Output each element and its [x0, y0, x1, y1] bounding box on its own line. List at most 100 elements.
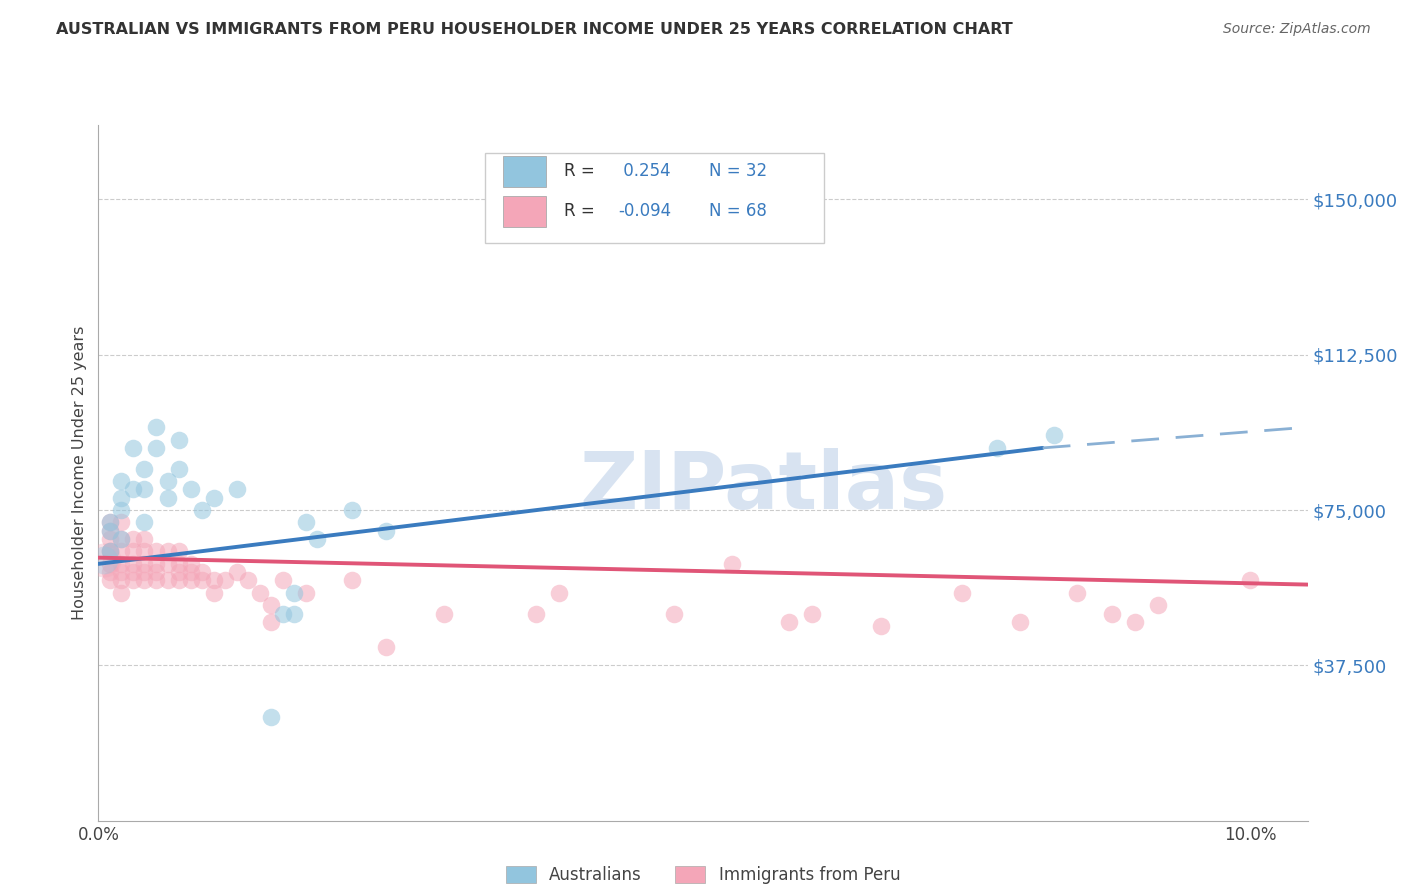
Point — [122, 565, 145, 579]
Point — [202, 491, 225, 505]
Point — [134, 461, 156, 475]
Point — [167, 565, 190, 579]
Point — [110, 565, 132, 579]
Point — [1043, 428, 1066, 442]
Point — [225, 565, 247, 579]
Point — [260, 615, 283, 629]
Point — [110, 532, 132, 546]
Point — [98, 574, 121, 588]
Point — [167, 544, 190, 558]
Point — [375, 524, 398, 538]
Point — [98, 524, 121, 538]
Point — [156, 474, 179, 488]
Y-axis label: Householder Income Under 25 years: Householder Income Under 25 years — [72, 326, 87, 620]
FancyBboxPatch shape — [485, 153, 824, 244]
Point — [145, 557, 167, 571]
Point — [524, 607, 547, 621]
Text: AUSTRALIAN VS IMMIGRANTS FROM PERU HOUSEHOLDER INCOME UNDER 25 YEARS CORRELATION: AUSTRALIAN VS IMMIGRANTS FROM PERU HOUSE… — [56, 22, 1012, 37]
Point — [167, 433, 190, 447]
Point — [1066, 586, 1088, 600]
Point — [134, 532, 156, 546]
Point — [340, 574, 363, 588]
Point — [122, 574, 145, 588]
Point — [110, 544, 132, 558]
Point — [145, 565, 167, 579]
Point — [870, 619, 893, 633]
Point — [433, 607, 456, 621]
Point — [98, 532, 121, 546]
Text: R =: R = — [564, 202, 600, 220]
Point — [283, 586, 305, 600]
Point — [180, 557, 202, 571]
Point — [225, 483, 247, 497]
Point — [1101, 607, 1123, 621]
Point — [134, 574, 156, 588]
Point — [156, 574, 179, 588]
Point — [98, 557, 121, 571]
Point — [307, 532, 329, 546]
Point — [98, 544, 121, 558]
Point — [167, 574, 190, 588]
Point — [134, 516, 156, 530]
Point — [134, 544, 156, 558]
Point — [720, 557, 742, 571]
Point — [1147, 599, 1170, 613]
Point — [294, 516, 316, 530]
Point — [145, 544, 167, 558]
Point — [110, 586, 132, 600]
Point — [122, 441, 145, 455]
Text: N = 68: N = 68 — [709, 202, 766, 220]
Point — [191, 565, 214, 579]
Point — [191, 503, 214, 517]
Point — [110, 532, 132, 546]
Point — [110, 474, 132, 488]
Point — [167, 461, 190, 475]
Point — [271, 574, 294, 588]
Point — [249, 586, 271, 600]
Text: 0.254: 0.254 — [619, 162, 671, 180]
Point — [156, 491, 179, 505]
Point — [134, 565, 156, 579]
Point — [156, 544, 179, 558]
Point — [98, 524, 121, 538]
Point — [260, 710, 283, 724]
Point — [167, 557, 190, 571]
Text: N = 32: N = 32 — [709, 162, 768, 180]
Point — [986, 441, 1008, 455]
Point — [122, 557, 145, 571]
Point — [375, 640, 398, 654]
Point — [1008, 615, 1031, 629]
Point — [180, 483, 202, 497]
Point — [145, 574, 167, 588]
Point — [110, 557, 132, 571]
Point — [271, 607, 294, 621]
Text: -0.094: -0.094 — [619, 202, 672, 220]
Point — [134, 483, 156, 497]
Point — [950, 586, 973, 600]
Point — [191, 574, 214, 588]
Point — [145, 420, 167, 434]
Point — [110, 503, 132, 517]
Point — [110, 574, 132, 588]
Point — [294, 586, 316, 600]
Point — [340, 503, 363, 517]
Point — [98, 516, 121, 530]
Point — [110, 516, 132, 530]
Point — [110, 491, 132, 505]
Text: ZIPatlas: ZIPatlas — [579, 448, 948, 525]
FancyBboxPatch shape — [503, 156, 546, 187]
Point — [260, 599, 283, 613]
Point — [283, 607, 305, 621]
Point — [93, 552, 115, 567]
Point — [122, 544, 145, 558]
Point — [98, 544, 121, 558]
Point — [122, 483, 145, 497]
Point — [778, 615, 800, 629]
Point — [145, 441, 167, 455]
Point — [801, 607, 824, 621]
Point — [93, 552, 115, 567]
Point — [664, 607, 686, 621]
Text: Source: ZipAtlas.com: Source: ZipAtlas.com — [1223, 22, 1371, 37]
Point — [202, 586, 225, 600]
Point — [236, 574, 259, 588]
